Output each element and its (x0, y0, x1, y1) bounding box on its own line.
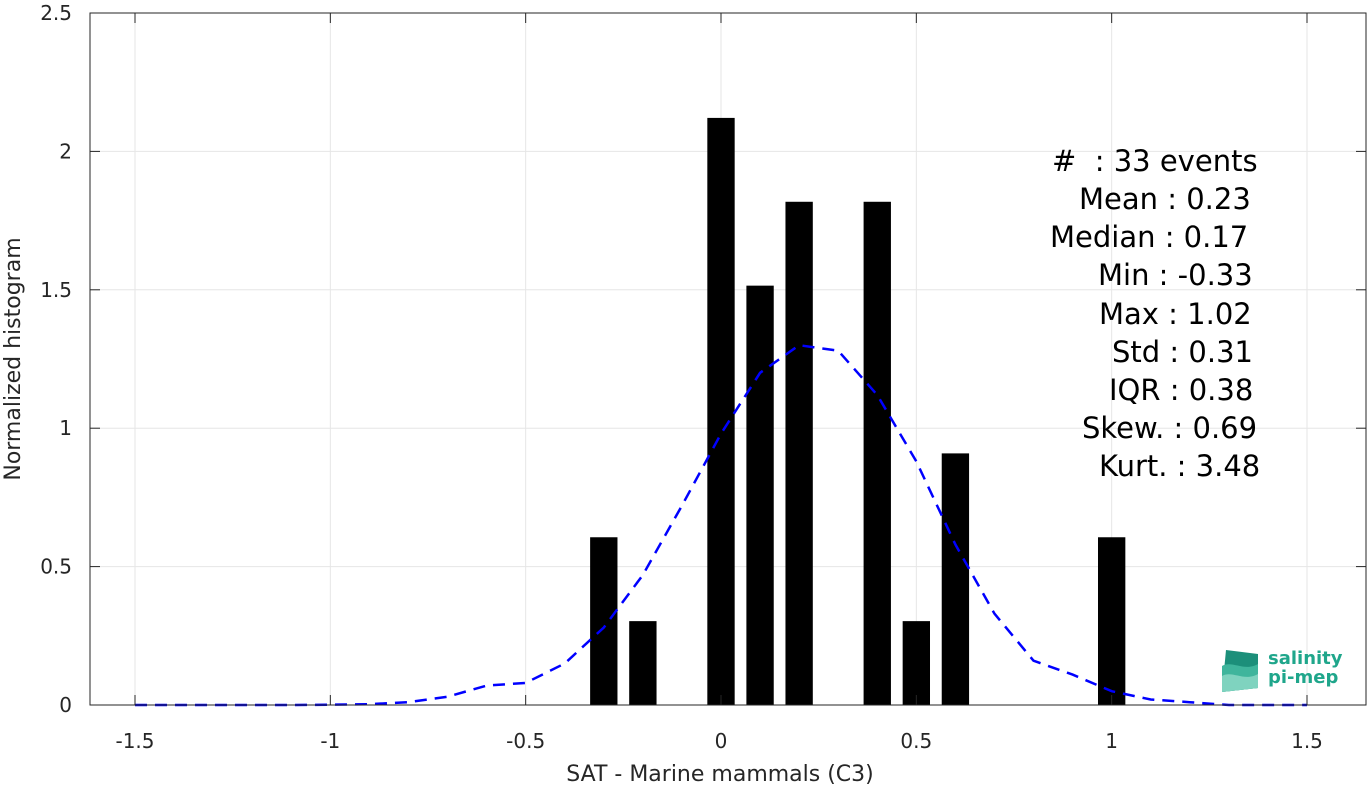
y-tick-label: 1 (59, 416, 72, 440)
histogram-bar (707, 117, 735, 705)
x-tick-label: 1.5 (1291, 729, 1323, 753)
histogram-bar (863, 201, 891, 706)
x-axis-ticks: -1.5 -1 -0.5 0 0.5 1 1.5 (115, 13, 1323, 753)
logo-wave-icon (1222, 650, 1258, 692)
stat-skew: Skew. : 0.69 (1082, 411, 1258, 445)
y-tick-label: 2 (59, 139, 72, 163)
y-tick-label: 2.5 (40, 1, 72, 25)
x-tick-label: 0 (715, 729, 728, 753)
x-tick-label: -1.5 (115, 729, 154, 753)
y-tick-label: 0.5 (40, 555, 72, 579)
y-axis-ticks: 0 0.5 1 1.5 2 2.5 (40, 1, 1366, 717)
histogram-bars (590, 117, 1126, 706)
histogram-bar (746, 285, 774, 705)
histogram-bar (1097, 537, 1126, 705)
stat-max: Max : 1.02 (1099, 297, 1252, 331)
histogram-bar (590, 537, 618, 705)
stat-std: Std : 0.31 (1112, 335, 1253, 369)
stat-min: Min : -0.33 (1098, 258, 1253, 292)
x-tick-label: 1 (1105, 729, 1118, 753)
logo-text-salinity: salinity (1268, 648, 1343, 669)
salinity-pimep-logo: salinity pi-mep (1218, 648, 1348, 696)
y-tick-label: 1.5 (40, 278, 72, 302)
x-tick-label: -0.5 (506, 729, 545, 753)
x-axis-title: SAT - Marine mammals (C3) (566, 762, 874, 785)
stat-kurt: Kurt. : 3.48 (1099, 449, 1261, 483)
x-tick-label: 0.5 (900, 729, 932, 753)
histogram-bar (785, 201, 813, 706)
histogram-bar (629, 621, 657, 705)
stat-mean: Mean : 0.23 (1079, 182, 1251, 216)
y-tick-label: 0 (59, 693, 72, 717)
plot-frame (89, 12, 1367, 706)
logo-text-pimep: pi-mep (1268, 667, 1339, 688)
histogram-bar (902, 621, 931, 705)
x-tick-label: -1 (320, 729, 340, 753)
stat-iqr: IQR : 0.38 (1109, 373, 1254, 407)
normal-fit-curve (135, 343, 1307, 707)
stat-count: # : 33 events (1052, 144, 1258, 178)
y-axis-title: Normalized histogram (1, 237, 26, 480)
stat-median: Median : 0.17 (1050, 220, 1249, 254)
histogram-bar (941, 453, 970, 705)
